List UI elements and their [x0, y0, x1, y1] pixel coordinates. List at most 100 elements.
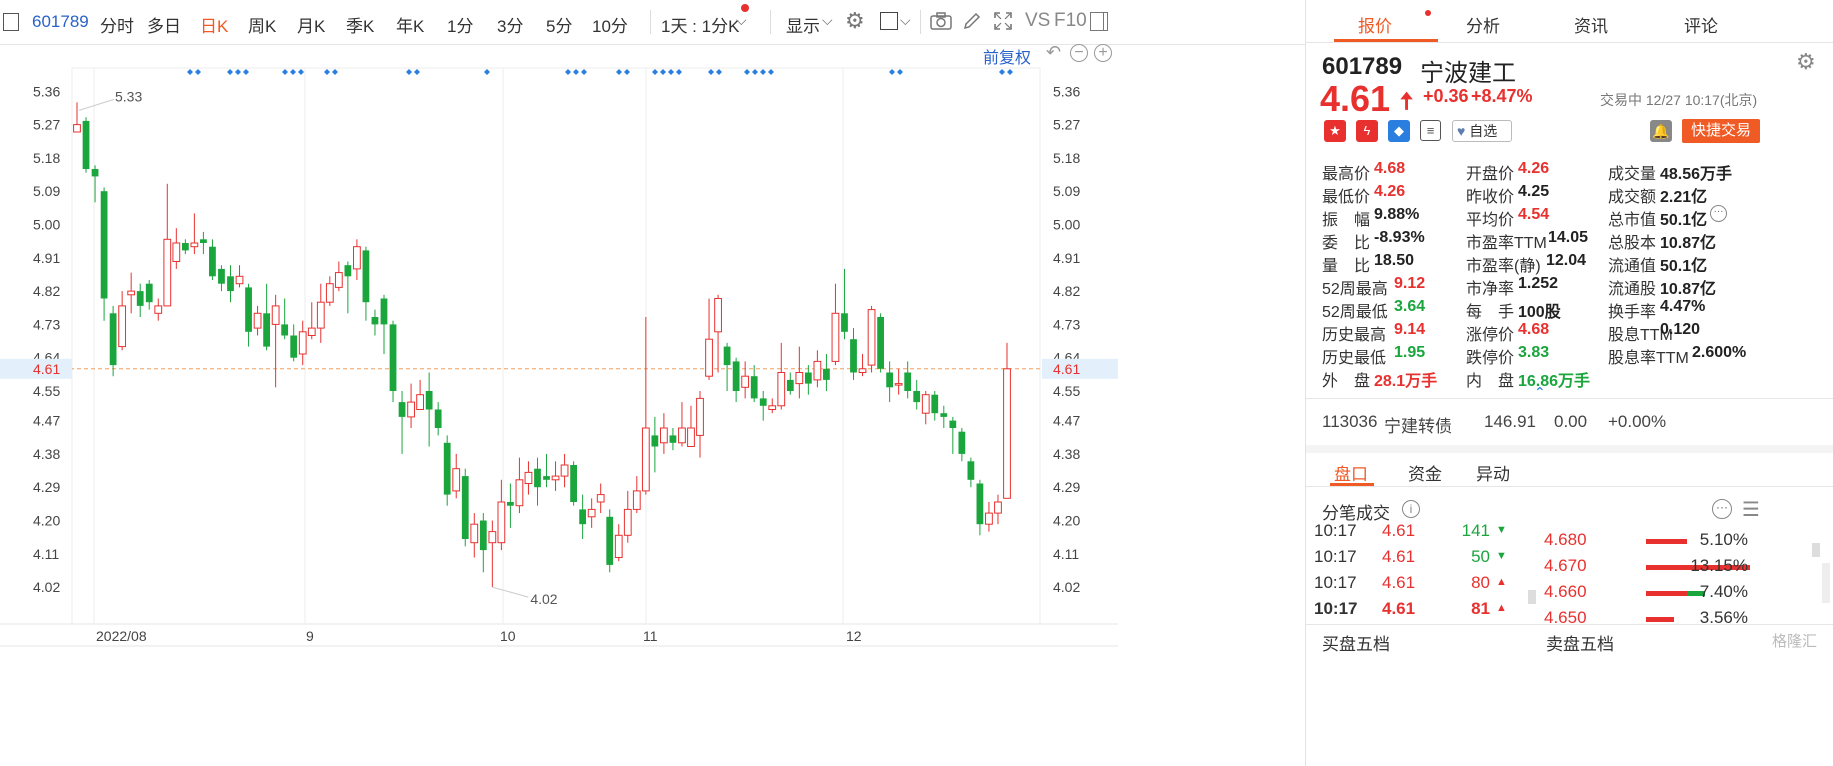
panel-tab-0[interactable]: 报价	[1358, 17, 1392, 36]
candle-body	[705, 338, 713, 377]
chevron-down-icon[interactable]: ⌵	[822, 12, 833, 28]
rectangle-tool-icon[interactable]	[880, 12, 898, 30]
bell-icon[interactable]: 🔔	[1650, 120, 1672, 142]
list-icon[interactable]: ☰	[1742, 499, 1760, 521]
period-tab-0[interactable]: 分时	[100, 17, 134, 36]
period-tab-9[interactable]: 5分	[546, 17, 573, 36]
info-icon[interactable]: i	[1402, 500, 1420, 518]
display-menu[interactable]: 显示	[786, 17, 820, 36]
candle-body	[461, 476, 469, 539]
panel-toggle-icon[interactable]	[1090, 12, 1108, 31]
event-marker-icon	[999, 69, 1005, 75]
tag-icon[interactable]: ◆	[1388, 120, 1410, 142]
low-marker-line	[492, 586, 529, 598]
stat-value: 10.87亿	[1660, 281, 1717, 298]
interval-select[interactable]: 1天 : 1分K	[661, 17, 740, 36]
kline-chart[interactable]: 5.36 5.36 5.27 5.27 5.18 5.18 5.09 5.09 5.00 5.00…	[0, 44, 1118, 766]
sub-tab-1[interactable]: 资金	[1408, 465, 1442, 484]
panel-tab-1[interactable]: 分析	[1466, 17, 1500, 36]
candle-body	[741, 375, 750, 388]
candle-body	[804, 372, 812, 384]
candle-body	[985, 512, 993, 525]
candle-body	[723, 346, 731, 366]
market-cap-more-icon[interactable]: ···	[1710, 205, 1727, 222]
period-tab-6[interactable]: 年K	[396, 17, 425, 36]
event-marker-icon	[187, 69, 193, 75]
candle-body	[940, 413, 948, 417]
add-watchlist-button[interactable]: ♥ 自选	[1452, 120, 1512, 142]
panel-tab-3[interactable]: 评论	[1684, 17, 1718, 36]
x-tick-label: 10	[500, 628, 516, 644]
y-tick-left: 4.91	[33, 250, 60, 266]
fullscreen-icon[interactable]	[993, 11, 1013, 31]
bond-change: 0.00	[1554, 412, 1588, 431]
ticks-scrollbar[interactable]	[1528, 590, 1536, 604]
zoom-out-icon[interactable]: −	[1070, 44, 1088, 62]
undo-icon[interactable]: ↶	[1046, 42, 1062, 62]
candle-body	[209, 246, 216, 277]
sidebar-toggle-icon[interactable]	[3, 13, 19, 31]
settings-gear-icon[interactable]: ⚙	[1796, 49, 1816, 74]
candle-body	[298, 331, 307, 355]
candle-body	[362, 250, 370, 303]
tick-time: 10:17	[1314, 573, 1357, 592]
candle-body	[452, 468, 461, 492]
stat-label: 成交量	[1608, 166, 1657, 183]
quick-trade-button[interactable]: 快捷交易	[1682, 119, 1760, 143]
chevron-down-icon[interactable]: ⌵	[900, 12, 911, 28]
period-tab-4[interactable]: 月K	[297, 17, 326, 36]
candle-body	[750, 376, 758, 399]
y-tick-right: 4.82	[1053, 283, 1080, 299]
candle-body	[118, 305, 127, 348]
compare-button[interactable]: VS	[1025, 10, 1051, 31]
period-tab-2[interactable]: 日K	[200, 17, 229, 36]
stock-code-label[interactable]: 601789	[32, 12, 89, 31]
lightning-icon[interactable]: ϟ	[1356, 120, 1378, 142]
collapse-icon[interactable]: ⌃	[1534, 384, 1546, 400]
stat-label: 涨停价	[1466, 327, 1515, 344]
period-tab-7[interactable]: 1分	[447, 17, 474, 36]
bond-change-pct: +0.00%	[1608, 412, 1667, 431]
y-tick-left: 4.55	[33, 383, 60, 399]
y-tick-right: 5.27	[1053, 117, 1080, 133]
period-tab-8[interactable]: 3分	[497, 17, 524, 36]
orderbook-price: 4.650	[1544, 608, 1587, 627]
zoom-in-icon[interactable]: +	[1094, 44, 1112, 62]
sub-tab-0[interactable]: 盘口	[1334, 465, 1368, 484]
orderbook-scrollbar[interactable]	[1812, 543, 1820, 557]
x-tick-label: 12	[846, 628, 862, 644]
candle-body	[181, 243, 189, 251]
chevron-down-icon[interactable]: ⌵	[736, 12, 747, 28]
period-tab-5[interactable]: 季K	[346, 17, 375, 36]
y-tick-left: 5.00	[33, 217, 60, 233]
bond-name[interactable]: 宁建转债	[1384, 417, 1452, 436]
candle-body	[136, 291, 144, 306]
camera-icon[interactable]	[930, 12, 952, 30]
y-tick-right: 4.73	[1053, 316, 1080, 332]
more-icon[interactable]: ···	[1712, 499, 1732, 519]
orderbook-scrollbar[interactable]	[1822, 563, 1830, 603]
stat-value: 12.04	[1546, 252, 1587, 269]
stat-value: 0.120	[1660, 321, 1701, 338]
period-tab-3[interactable]: 周K	[248, 17, 277, 36]
period-tab-1[interactable]: 多日	[147, 17, 181, 36]
pencil-icon[interactable]	[962, 11, 982, 31]
china-flag-icon[interactable]: ★	[1324, 120, 1346, 142]
bond-code[interactable]: 113036	[1322, 412, 1378, 431]
candle-body	[190, 242, 199, 248]
period-tab-10[interactable]: 10分	[592, 17, 628, 36]
gear-icon[interactable]: ⚙	[845, 8, 865, 33]
adjust-mode-button[interactable]: 前复权	[983, 50, 1032, 67]
event-marker-icon	[290, 69, 296, 75]
document-icon[interactable]: ≡	[1420, 120, 1441, 141]
sub-tab-2[interactable]: 异动	[1476, 465, 1510, 484]
candle-body	[606, 516, 614, 565]
candle-body	[325, 283, 334, 303]
f10-button[interactable]: F10	[1054, 10, 1087, 31]
tick-price: 4.61	[1382, 547, 1416, 566]
stat-value: 9.12	[1394, 275, 1426, 292]
event-marker-icon	[581, 69, 587, 75]
stat-value: 1.95	[1394, 344, 1426, 361]
panel-tab-2[interactable]: 资讯	[1574, 17, 1608, 36]
trading-status: 交易中 12/27 10:17(北京)	[1600, 92, 1758, 108]
